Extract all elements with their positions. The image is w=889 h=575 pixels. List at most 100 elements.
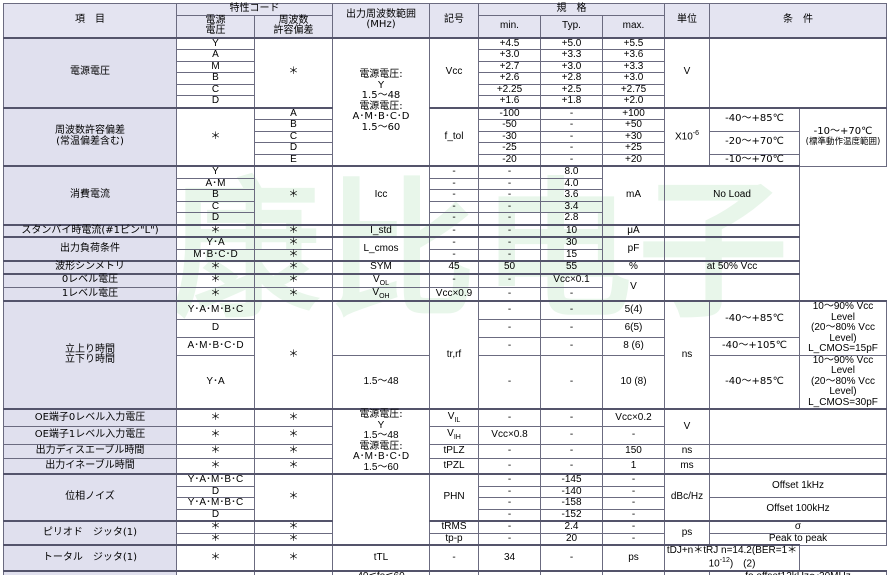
typ-cell: - <box>540 319 603 338</box>
freq-block-line4: 電源電圧: <box>359 440 403 452</box>
table-row: ＊ ＊ tp-p - 20 - Peak to peak <box>4 532 887 546</box>
code-cell: D <box>176 95 255 108</box>
typ-cell: - <box>478 286 541 302</box>
max-cell: 5(4) <box>602 300 665 321</box>
min-cell: - <box>478 520 541 534</box>
row-label-phase-jitter: 位相ジッタ <box>3 569 177 575</box>
condition-level-l1: 10～90% Vcc Level <box>812 354 874 377</box>
freq-tol-cell: ＊ <box>254 300 333 410</box>
condition-temp-trtf-3: -40～+85℃ <box>709 354 800 410</box>
code-cell: B <box>176 72 255 85</box>
typ-cell: +3.0 <box>540 60 603 73</box>
condition-level-l3: L_CMOS=15pF <box>808 343 878 355</box>
typ-cell: 50 <box>478 260 541 274</box>
freq-block-line2: Y <box>377 79 385 91</box>
supply-code-cell: ＊ <box>176 260 255 274</box>
typ-cell: - <box>540 119 603 132</box>
unit-cell-vcc: V <box>664 36 710 108</box>
supply-code-cell: ＊ <box>176 532 255 546</box>
max-cell: 4.0 <box>540 177 603 190</box>
typ-cell: - <box>478 248 541 262</box>
table-row: D +1.6 +1.8 +2.0 <box>4 95 887 108</box>
max-cell: +3.0 <box>602 72 665 85</box>
max-cell: 3.6 <box>540 189 603 202</box>
table-row: A +3.0 +3.3 +3.6 <box>4 49 887 62</box>
symbol-cell-phn: PHN <box>429 473 479 522</box>
min-cell: - <box>429 272 479 288</box>
supply-code-cell: ＊ <box>176 569 255 575</box>
typ-cell: 34 <box>478 544 541 572</box>
unit-cell-phn: dBc/Hz <box>664 473 710 522</box>
max-cell: - <box>602 508 665 522</box>
table-row: 出力ディスエーブル時間 ＊ ＊ tPLZ - - 150 ns <box>3 443 887 460</box>
code-cell: Y･A･M･B･C <box>176 473 255 487</box>
table-row: Y･A 1.5～48 - - 10 (8) -40～+85℃ 10～90% Vc… <box>4 354 887 410</box>
symbol-sub: IL <box>454 417 461 425</box>
max-cell: - <box>602 426 665 445</box>
freq-range-block-1: 電源電圧: Y 1.5～48 電源電圧: A･M･B･C･D 1.5～60 <box>332 36 430 167</box>
min-cell: +2.25 <box>478 83 541 96</box>
condition-offset-1khz: Offset 1kHz <box>709 473 887 499</box>
freq-tol-cell: ＊ <box>254 426 333 445</box>
max-cell: +20 <box>602 153 665 167</box>
max-cell: 1 <box>602 458 665 475</box>
typ-cell: - <box>478 177 541 190</box>
condition-temp-2: -20～+70℃ <box>709 130 800 155</box>
table-row: A･M - - 4.0 <box>4 177 887 190</box>
condition-cell-vol <box>664 272 800 302</box>
min-cell: -30 <box>478 130 541 143</box>
unit-cell-period-jitter: ps <box>664 520 710 546</box>
supply-code-cell: ＊ <box>176 443 255 460</box>
unit-text: X10 <box>674 131 693 143</box>
min-cell: - <box>429 248 479 262</box>
condition-cell-tplz <box>709 443 887 460</box>
table-row: C - - 3.4 <box>4 200 887 213</box>
typ-cell: - <box>540 408 603 428</box>
symbol-cell-istd: I_std <box>332 223 430 238</box>
row-label-oe-high-input-voltage: OE端子1レベル入力電圧 <box>3 426 177 445</box>
code-cell: A･M･B･C･D <box>176 336 255 356</box>
symbol-main: V <box>447 428 454 440</box>
table-row: OE端子1レベル入力電圧 ＊ ＊ VIH Vcc×0.8 - - <box>3 426 887 445</box>
row-label-oe-low-input-voltage: OE端子0レベル入力電圧 <box>3 408 177 428</box>
header-typ: Typ. <box>540 14 603 38</box>
typ-cell: - <box>540 336 603 356</box>
min-cell: -50 <box>478 119 541 132</box>
code-cell: M･B･C･D <box>176 248 255 262</box>
freq-tol-cell: ＊ <box>254 520 333 534</box>
min-cell: - <box>478 319 541 338</box>
table-row: 立上り時間 立下り時間 Y･A･M･B･C ＊ tr,rf - - 5(4) n… <box>3 300 887 410</box>
symbol-cell-voh: VOH <box>332 286 430 302</box>
freq-block-line6: 1.5～60 <box>361 121 401 133</box>
row-label-freq-tolerance-l2: (常温偏差含む) <box>56 135 124 147</box>
condition-cell-trms: σ <box>709 520 887 534</box>
code-cell: Y <box>176 165 255 179</box>
table-row: C -30 - +30 -20～+70℃ <box>4 130 887 155</box>
freq-tol-cell: ＊ <box>254 532 333 546</box>
table-row: 電源電圧 Y ＊ 電源電圧: Y 1.5～48 電源電圧: A･M･B･C･D … <box>3 36 887 167</box>
unit-cell-tplz: ns <box>664 443 710 460</box>
header-spec: 規 格 <box>478 3 665 16</box>
condition-note: ) (2) <box>729 558 756 570</box>
header-freq-range: 出力周波数範囲 (MHz) <box>332 3 430 38</box>
freq-block-line3: 1.5～48 <box>361 90 401 102</box>
freq-block-line1: 電源電圧: <box>359 69 403 81</box>
code-cell: Y <box>176 36 255 50</box>
condition-level-trtf-1: 10～90% Vcc Level (20～80% Vcc Level) L_CM… <box>799 300 887 356</box>
row-label-total-jitter: トータル ジッタ(1) <box>3 544 177 572</box>
max-cell: Vcc×0.2 <box>602 408 665 428</box>
freq-tol-cell: ＊ <box>254 36 333 108</box>
code-cell: B <box>254 119 333 132</box>
typ-cell: +2.5 <box>540 83 603 96</box>
typ-cell: 2.4 <box>540 520 603 534</box>
max-cell: 150 <box>602 443 665 460</box>
header-freq-range-line2: (MHz) <box>366 19 396 31</box>
freq-block-line6: 1.5～60 <box>363 461 399 473</box>
unit-cell-vol: V <box>602 272 665 302</box>
max-cell: +50 <box>602 119 665 132</box>
table-row: B -50 - +50 <box>4 119 887 132</box>
max-cell: +5.5 <box>602 36 665 50</box>
freq-tol-cell: ＊ <box>254 248 333 262</box>
symbol-cell-vil: VIL <box>429 408 479 428</box>
min-cell: - <box>429 165 479 179</box>
